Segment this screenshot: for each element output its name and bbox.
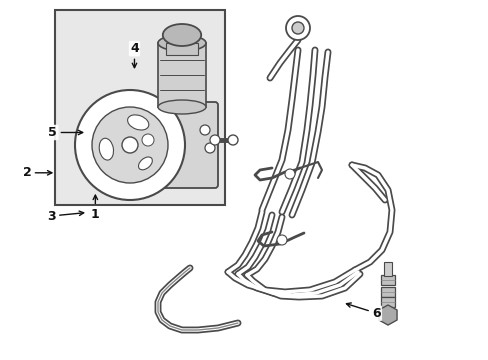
Text: 3: 3 xyxy=(47,210,83,222)
Circle shape xyxy=(285,16,309,40)
Circle shape xyxy=(92,107,168,183)
Bar xyxy=(380,275,394,285)
Circle shape xyxy=(227,135,238,145)
Bar xyxy=(158,43,205,107)
Circle shape xyxy=(204,143,215,153)
Ellipse shape xyxy=(158,35,205,51)
Circle shape xyxy=(122,137,138,153)
Circle shape xyxy=(75,90,184,200)
Bar xyxy=(383,262,391,276)
FancyBboxPatch shape xyxy=(152,102,218,188)
Text: 6: 6 xyxy=(346,303,380,320)
Ellipse shape xyxy=(99,138,113,160)
Circle shape xyxy=(142,134,154,146)
Circle shape xyxy=(200,125,209,135)
Circle shape xyxy=(209,135,220,145)
Ellipse shape xyxy=(163,24,201,46)
Circle shape xyxy=(276,235,286,245)
Bar xyxy=(165,43,198,55)
Bar xyxy=(380,297,394,307)
Text: 1: 1 xyxy=(91,195,100,221)
Bar xyxy=(380,287,394,297)
Text: 2: 2 xyxy=(22,166,52,179)
Ellipse shape xyxy=(158,100,205,114)
Bar xyxy=(55,10,224,205)
Ellipse shape xyxy=(138,157,152,170)
Ellipse shape xyxy=(127,115,148,130)
Text: 5: 5 xyxy=(48,126,82,139)
Polygon shape xyxy=(378,305,396,325)
Text: 4: 4 xyxy=(130,42,139,68)
Circle shape xyxy=(291,22,304,34)
Circle shape xyxy=(285,169,294,179)
